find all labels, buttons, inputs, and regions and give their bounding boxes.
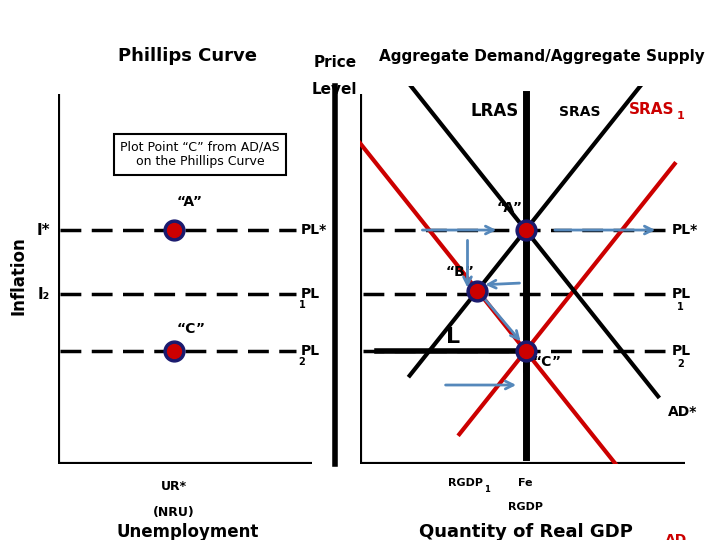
Text: Unemployment: Unemployment xyxy=(116,523,258,540)
Text: Phillips Curve: Phillips Curve xyxy=(117,47,257,65)
Text: PL: PL xyxy=(301,344,320,358)
Text: Level: Level xyxy=(312,82,358,97)
Text: “A”: “A” xyxy=(177,195,203,209)
Text: I₂: I₂ xyxy=(37,287,50,302)
Text: AD: AD xyxy=(665,533,687,540)
Text: PL: PL xyxy=(671,344,690,358)
Text: 2: 2 xyxy=(678,359,684,369)
Text: L: L xyxy=(446,327,460,347)
Text: Fe: Fe xyxy=(518,477,533,488)
Text: I*: I* xyxy=(36,222,50,238)
Text: UR*: UR* xyxy=(161,480,187,492)
Text: Quantity of Real GDP: Quantity of Real GDP xyxy=(418,523,633,540)
Text: 2: 2 xyxy=(299,357,305,367)
Text: SRAS: SRAS xyxy=(559,105,600,119)
Text: PL*: PL* xyxy=(301,223,328,237)
Text: (NRU): (NRU) xyxy=(153,506,195,519)
Text: 1: 1 xyxy=(676,111,684,121)
Text: Plot Point “C” from AD/AS
on the Phillips Curve: Plot Point “C” from AD/AS on the Phillip… xyxy=(120,140,280,168)
Text: PL: PL xyxy=(671,287,690,301)
Text: PL*: PL* xyxy=(671,223,698,237)
Text: “C”: “C” xyxy=(177,322,206,336)
Text: Aggregate Demand/Aggregate Supply: Aggregate Demand/Aggregate Supply xyxy=(379,49,705,64)
Text: 1: 1 xyxy=(484,485,490,494)
Text: PL: PL xyxy=(301,287,320,301)
Text: “A”: “A” xyxy=(496,201,522,215)
Text: “C”: “C” xyxy=(532,355,561,369)
Text: LRAS: LRAS xyxy=(471,102,519,119)
Text: 1: 1 xyxy=(299,300,305,310)
Text: Price: Price xyxy=(313,55,356,70)
Text: 1: 1 xyxy=(678,302,684,312)
Text: Inflation: Inflation xyxy=(9,236,27,315)
Text: “B”: “B” xyxy=(445,265,474,279)
Text: RGDP: RGDP xyxy=(449,477,484,488)
Text: SRAS: SRAS xyxy=(629,102,675,117)
Text: AD*: AD* xyxy=(668,405,698,419)
Text: RGDP: RGDP xyxy=(508,502,543,512)
